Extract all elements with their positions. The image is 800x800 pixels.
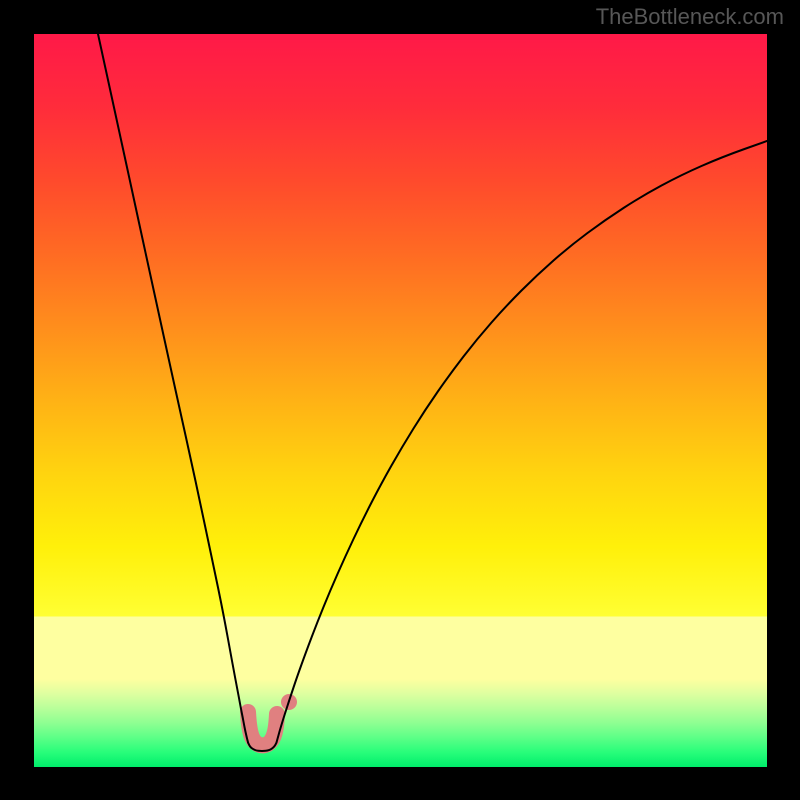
watermark-text: TheBottleneck.com	[596, 4, 784, 30]
chart-stage: TheBottleneck.com	[0, 0, 800, 800]
chart-svg	[0, 0, 800, 800]
plot-background	[34, 34, 767, 767]
